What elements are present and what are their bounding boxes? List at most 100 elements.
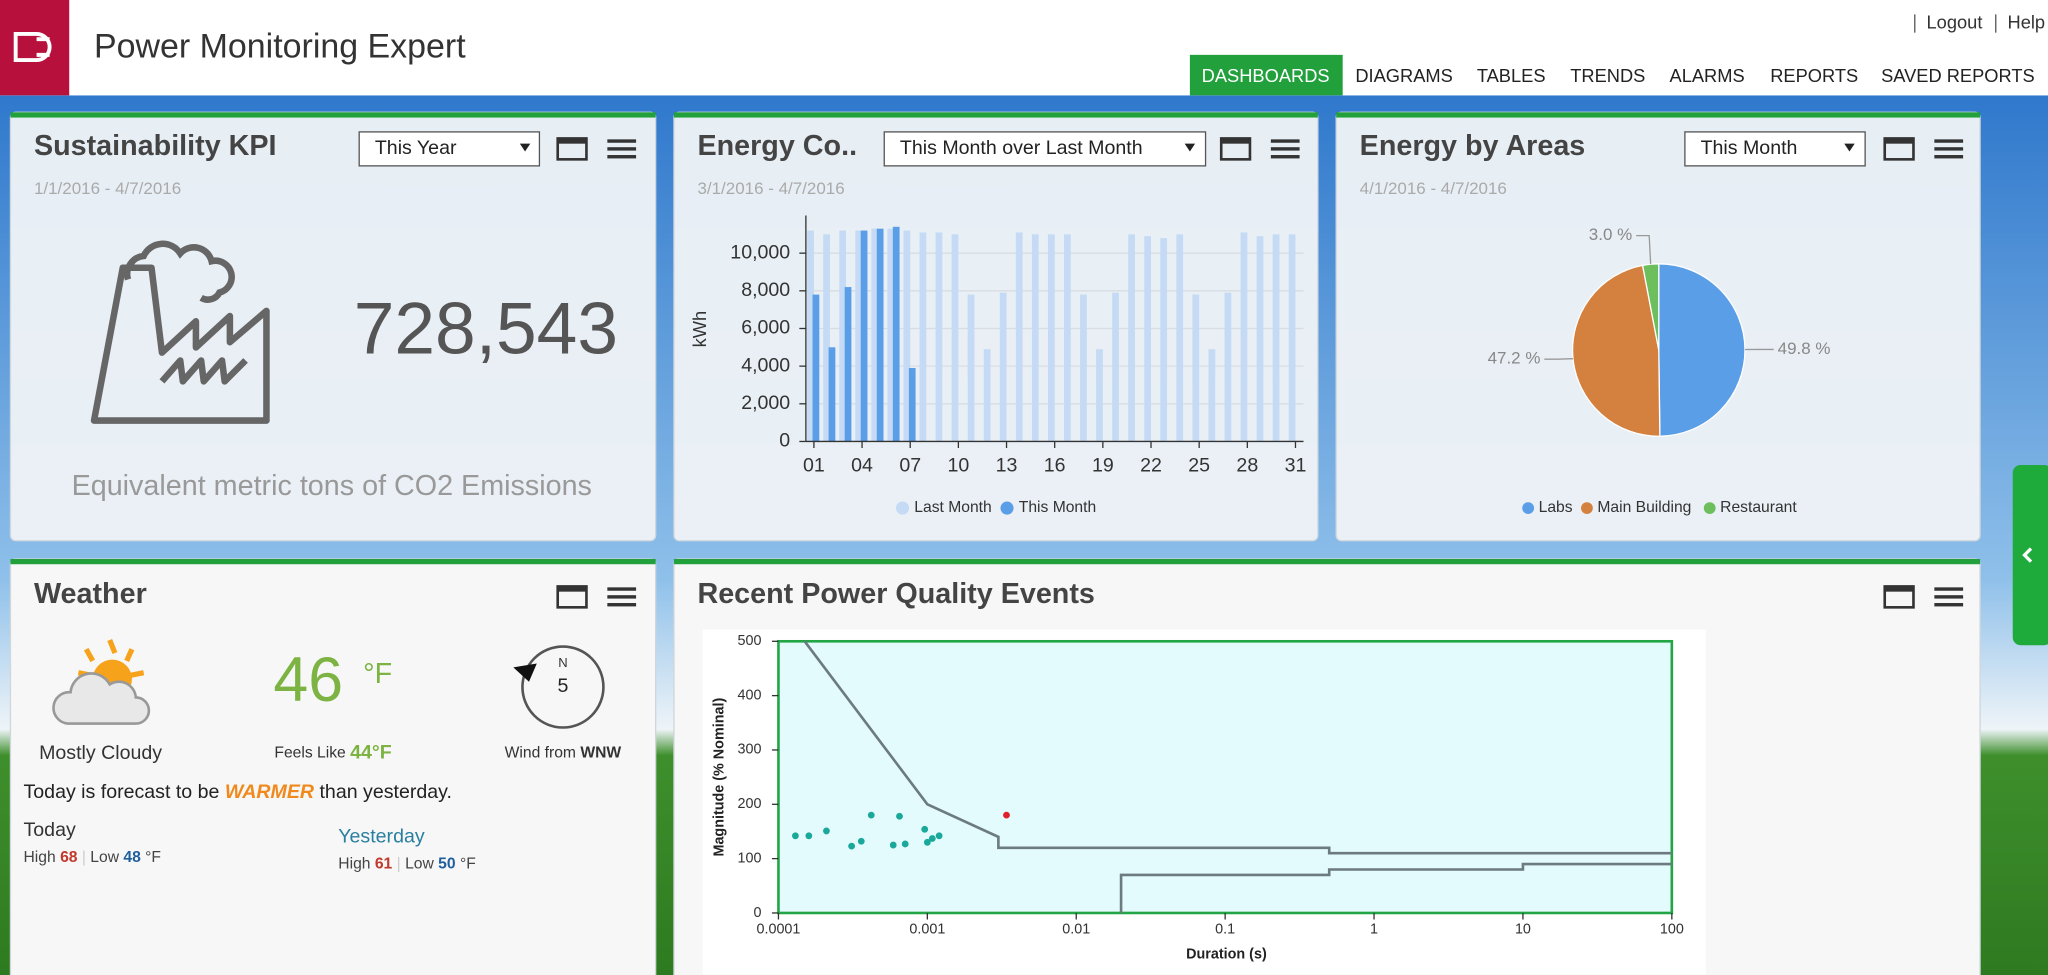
menu-line	[607, 595, 637, 599]
high-value: 61	[375, 856, 393, 873]
panel-title: Recent Power Quality Events	[697, 578, 1094, 610]
y-axis-label: Magnitude (% Nominal)	[711, 698, 727, 857]
x-tick-label: 10	[947, 454, 969, 476]
menu-line	[607, 603, 637, 607]
nav-item[interactable]: SAVED REPORTS	[1881, 65, 2035, 86]
select-arrow	[1844, 143, 1855, 152]
select[interactable]	[883, 131, 1207, 167]
menu-line	[607, 587, 637, 591]
pie-chart: 49.8 % 47.2 % 3.0 % Labs Main Building Restau…	[1488, 225, 1831, 516]
data-label: 3.0 %	[1589, 225, 1632, 244]
tolerance-curve	[803, 640, 1672, 855]
y-tick-label: 4,000	[741, 354, 790, 376]
nav-item[interactable]: DIAGRAMS	[1355, 65, 1452, 86]
panel-top	[673, 559, 1981, 565]
select-value: This Month over Last Month	[900, 137, 1143, 159]
menu-line	[1270, 139, 1300, 143]
nav-item[interactable]: ALARMS	[1670, 65, 1745, 86]
forecast-trend: WARMER	[225, 781, 314, 803]
divider: |	[82, 849, 86, 866]
y-tick-label: 200	[738, 796, 762, 812]
bar	[876, 228, 884, 442]
panel-title: Sustainability KPI	[34, 130, 277, 162]
bar	[887, 228, 895, 442]
menu-line	[1270, 147, 1300, 151]
event-point	[921, 825, 929, 833]
x-tick-label: 1	[1370, 922, 1378, 938]
bar	[855, 230, 863, 442]
high-label: High	[338, 856, 370, 873]
menu-line	[1934, 587, 1964, 591]
bar	[1160, 238, 1168, 442]
header-bar	[0, 0, 2048, 96]
nav-item[interactable]: REPORTS	[1770, 65, 1858, 86]
x-tick-label: 13	[996, 454, 1018, 476]
bar	[812, 294, 820, 442]
panel-controls[interactable]	[556, 585, 637, 609]
bar	[919, 232, 927, 442]
nav-item[interactable]: DASHBOARDS	[1202, 65, 1330, 86]
select[interactable]	[358, 131, 541, 167]
low-value: 48	[123, 849, 141, 866]
legend-label: Main Building	[1597, 499, 1691, 516]
panel-top	[10, 112, 656, 118]
help-link[interactable]: Help	[2008, 11, 2046, 32]
x-tick-label: 04	[851, 454, 873, 476]
cloud	[52, 672, 151, 725]
feels-like-value: 44	[350, 742, 372, 764]
legend-swatch	[1703, 502, 1716, 514]
logout-link[interactable]: Logout	[1927, 11, 1983, 32]
menu-line	[607, 155, 637, 159]
bar	[823, 234, 830, 442]
yesterday-range: High 61 | Low 50 °F	[338, 856, 475, 873]
y-tick-label: 300	[738, 742, 762, 758]
kpi-value: 728,543	[354, 289, 618, 370]
leader-line	[1636, 234, 1652, 265]
y-tick-label: 10,000	[730, 241, 790, 263]
kpi-caption: Equivalent metric tons of CO2 Emissions	[72, 470, 592, 502]
bar	[892, 226, 900, 442]
today-range: High 68 | Low 48 °F	[24, 849, 161, 866]
legend-swatch	[1000, 501, 1014, 515]
x-tick-label: 31	[1285, 454, 1307, 476]
date-range: 4/1/2016 - 4/7/2016	[1360, 179, 1507, 198]
event-point	[928, 835, 936, 842]
unit: °F	[460, 856, 476, 873]
bar	[1240, 232, 1248, 442]
select[interactable]	[1684, 131, 1866, 167]
menu-line	[1934, 595, 1964, 599]
event-point	[923, 838, 931, 846]
x-tick-label: 19	[1092, 454, 1114, 476]
unit: °F	[145, 849, 161, 866]
y-tick-label: 2,000	[741, 392, 790, 414]
bar	[935, 232, 943, 442]
panel-title: Weather	[34, 578, 147, 610]
panel-top	[1336, 112, 1981, 118]
low-label: Low	[405, 856, 434, 873]
maximize-bar	[557, 586, 587, 592]
bar	[1128, 234, 1135, 442]
event-point	[889, 841, 897, 849]
wind: Wind from WNW	[505, 745, 622, 762]
x-tick-label: 25	[1188, 454, 1210, 476]
data-label: 49.8 %	[1778, 339, 1831, 358]
panel-controls[interactable]	[1219, 137, 1300, 161]
panel-controls[interactable]	[1883, 585, 1964, 609]
wind-label: Wind from	[505, 745, 576, 762]
nav-item[interactable]: TABLES	[1477, 65, 1546, 86]
compass-north: N	[558, 655, 567, 670]
select-arrow	[1184, 143, 1196, 152]
logo[interactable]	[0, 0, 70, 96]
panel-top	[10, 559, 656, 565]
forecast: Today is forecast to be WARMER than yest…	[24, 781, 452, 803]
panel-controls[interactable]	[556, 137, 637, 161]
side-tab[interactable]	[2012, 464, 2048, 646]
panel-controls[interactable]	[1883, 137, 1964, 161]
bar	[951, 234, 959, 442]
high-value: 68	[60, 849, 78, 866]
nav-item[interactable]: TRENDS	[1570, 65, 1645, 86]
select-arrow	[519, 143, 531, 152]
legend-swatch	[896, 501, 910, 515]
leader-line	[1544, 358, 1574, 360]
y-tick-label: 6,000	[741, 317, 790, 339]
